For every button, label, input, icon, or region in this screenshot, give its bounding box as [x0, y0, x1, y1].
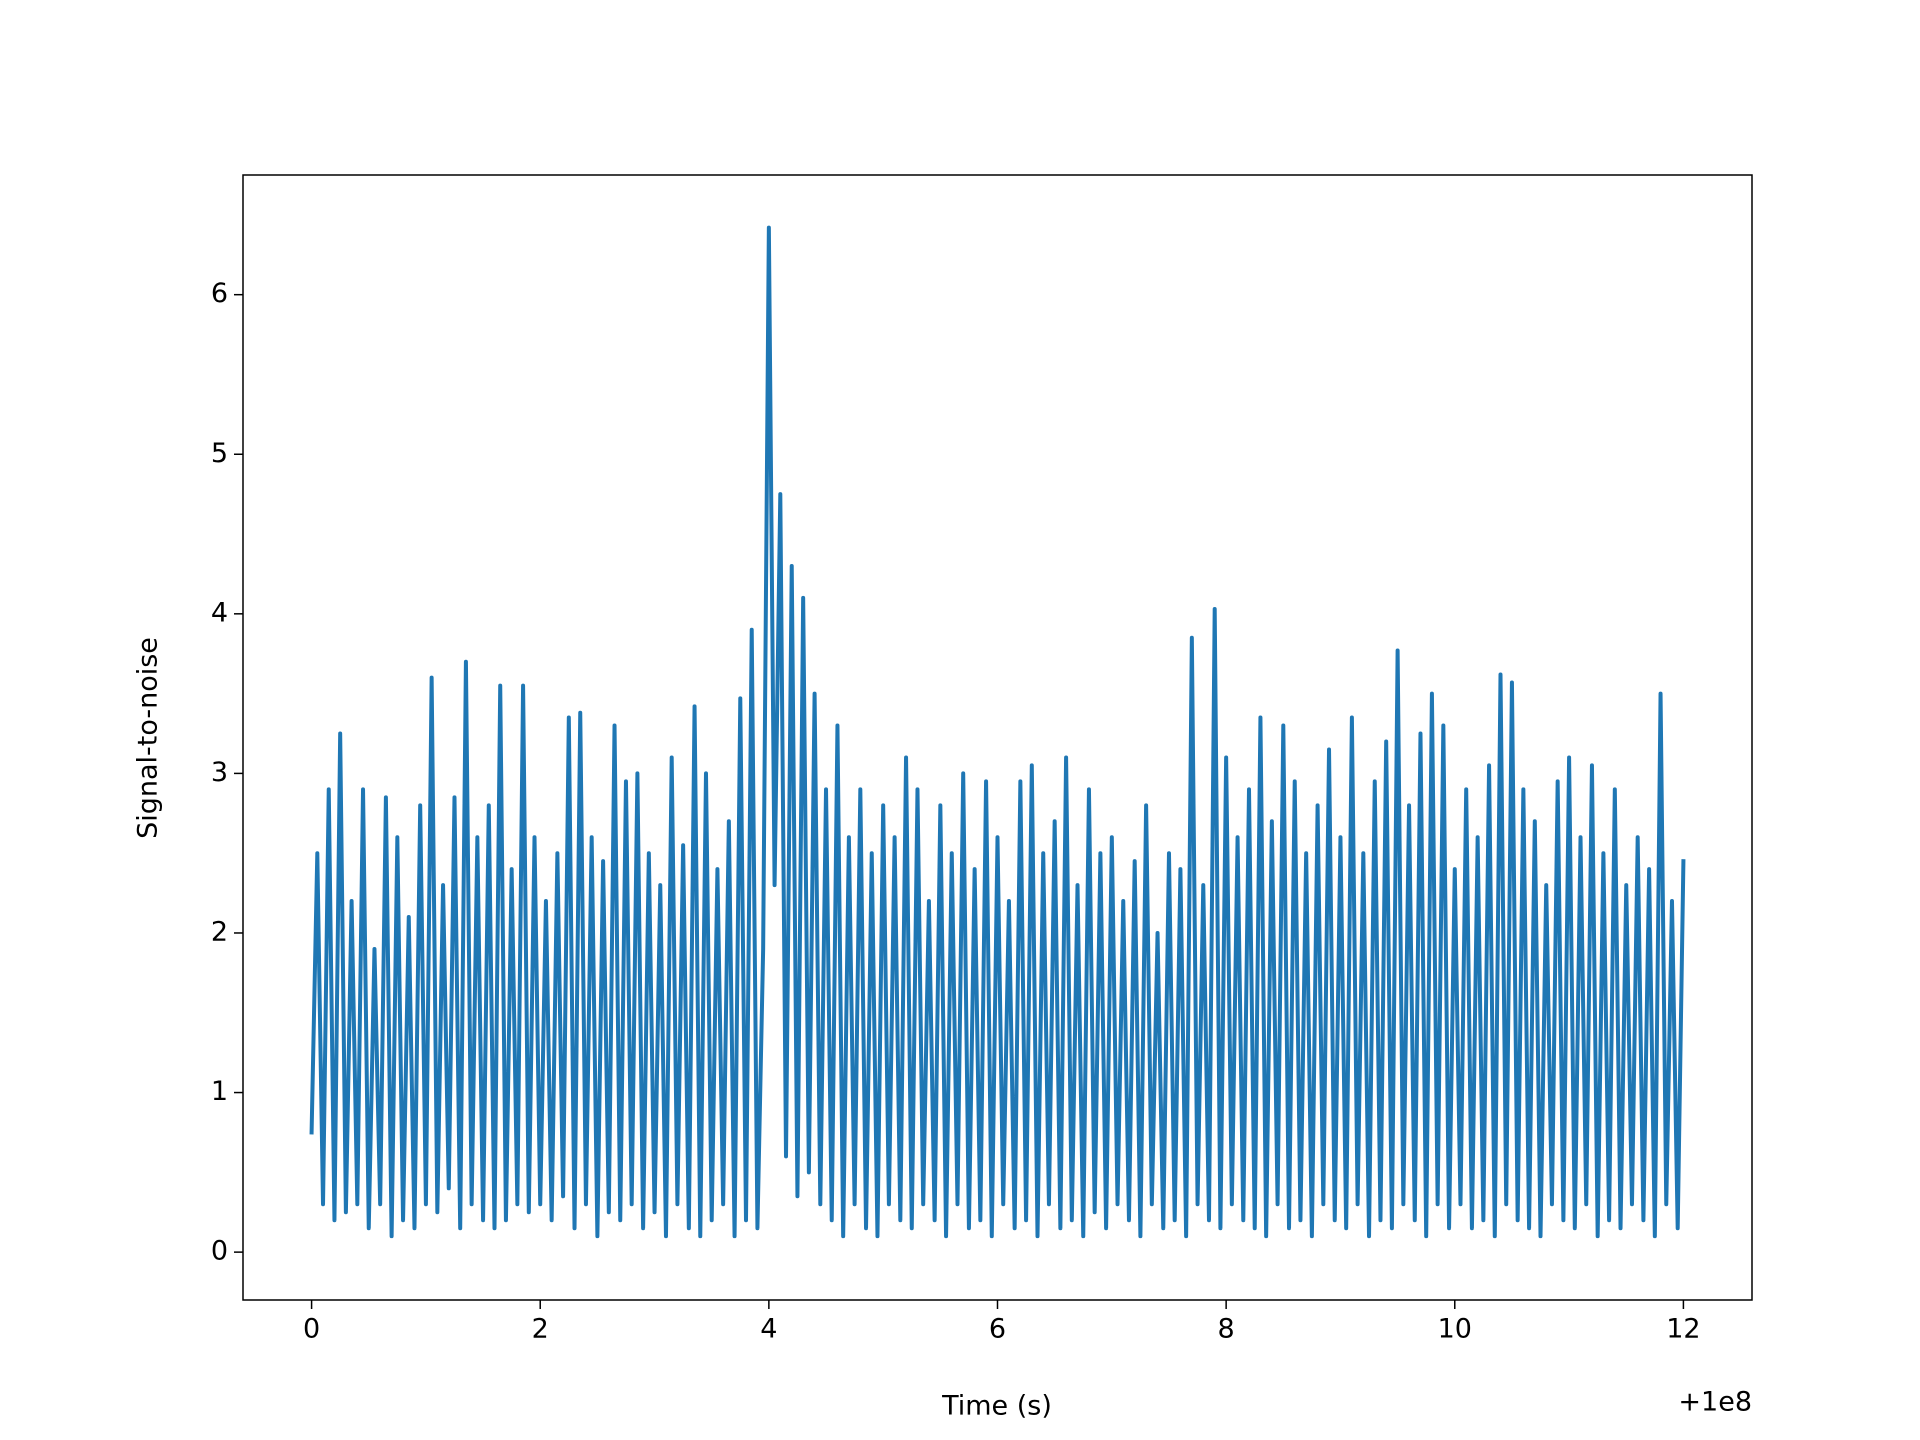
x-tick-label: 10	[1438, 1314, 1472, 1345]
x-tick-label: 12	[1666, 1314, 1700, 1345]
x-offset-label: +1e8	[1678, 1387, 1752, 1418]
y-tick-label: 1	[211, 1076, 228, 1107]
y-axis-label: Signal-to-noise	[133, 637, 164, 839]
y-tick-label: 0	[211, 1236, 228, 1267]
x-tick-label: 0	[303, 1314, 320, 1345]
y-tick-label: 3	[211, 757, 228, 788]
signal-line	[309, 225, 1686, 1239]
x-axis-label: Time (s)	[941, 1391, 1052, 1422]
y-tick-label: 6	[211, 278, 228, 309]
x-tick-label: 2	[532, 1314, 549, 1345]
y-tick-label: 5	[211, 438, 228, 469]
y-tick-label: 2	[211, 916, 228, 947]
x-tick-label: 8	[1218, 1314, 1235, 1345]
plot-frame	[242, 174, 1753, 1301]
x-tick-label: 6	[989, 1314, 1006, 1345]
x-tick-label: 4	[760, 1314, 777, 1345]
y-tick-label: 4	[211, 597, 228, 628]
